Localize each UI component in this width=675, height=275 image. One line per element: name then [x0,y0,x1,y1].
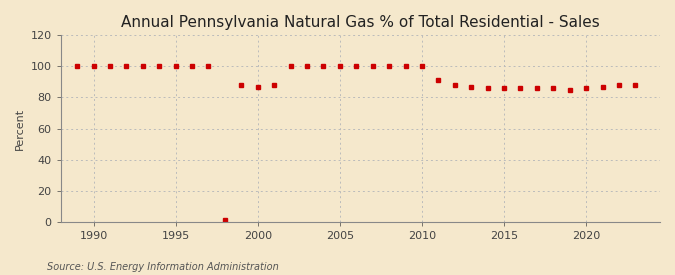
Text: Source: U.S. Energy Information Administration: Source: U.S. Energy Information Administ… [47,262,279,272]
Title: Annual Pennsylvania Natural Gas % of Total Residential - Sales: Annual Pennsylvania Natural Gas % of Tot… [121,15,599,30]
Y-axis label: Percent: Percent [15,108,25,150]
